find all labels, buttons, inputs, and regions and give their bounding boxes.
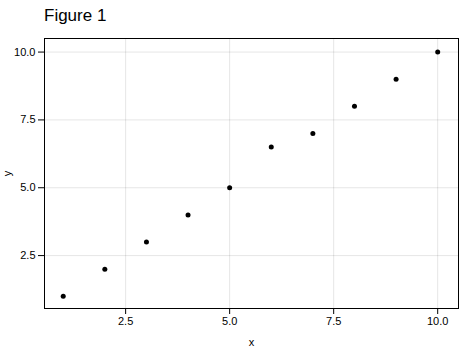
svg-text:10.0: 10.0 xyxy=(427,315,448,327)
svg-text:2.5: 2.5 xyxy=(20,249,35,261)
html-text:Figure 1: Figure 1 xyxy=(44,6,107,25)
svg-text:7.5: 7.5 xyxy=(20,113,35,125)
svg-text:5.0: 5.0 xyxy=(222,315,237,327)
svg-text:10.0: 10.0 xyxy=(14,46,35,58)
svg-text:x: x xyxy=(249,336,255,348)
svg-text:7.5: 7.5 xyxy=(326,315,341,327)
svg-text:2.5: 2.5 xyxy=(118,315,133,327)
svg-text:5.0: 5.0 xyxy=(20,181,35,193)
svg-text:y: y xyxy=(1,170,13,176)
